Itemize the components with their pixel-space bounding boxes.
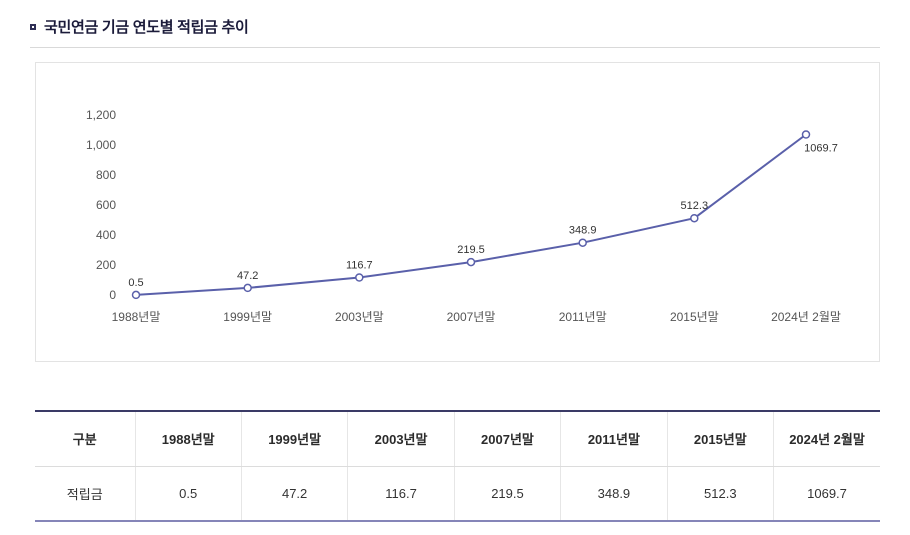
y-axis-tick-label: 400: [96, 228, 116, 242]
data-point-label: 1069.7: [804, 143, 838, 155]
data-point: [355, 273, 364, 282]
data-point: [690, 213, 699, 223]
data-point: [131, 290, 141, 300]
summary-table: 구분 1988년말 1999년말 2003년말 2007년말 2011년말 20…: [35, 410, 880, 522]
table-header-row: 구분 1988년말 1999년말 2003년말 2007년말 2011년말 20…: [35, 411, 880, 467]
table-row-label: 적립금: [66, 486, 103, 502]
page-header: 국민연금 기금 연도별 적립금 추이: [0, 0, 910, 48]
x-axis-category-label: 2007년말: [447, 310, 496, 324]
header-divider: [30, 47, 880, 48]
table-cell: 47.2: [240, 466, 348, 521]
table-cell: 512.3: [666, 466, 774, 521]
x-axis-category-label: 2024년 2월말: [771, 310, 841, 324]
y-axis-tick-label: 1,200: [86, 108, 116, 122]
data-point: [466, 257, 476, 267]
chart-panel: 0 200 400 600 800 1,000 1,200 1988년말 1999년말 2003년…: [35, 62, 880, 362]
data-point-label: 512.3: [681, 200, 709, 212]
x-axis-category-label: 1988년말: [112, 310, 161, 324]
table-cell: 0.5: [134, 466, 242, 521]
x-axis-category-label: 2011년말: [559, 310, 607, 324]
table-header-cell: 2011년말: [560, 411, 668, 467]
data-point: [578, 238, 587, 247]
page-title: 국민연금 기금 연도별 적립금 추이: [44, 19, 249, 36]
data-point-label: 116.7: [346, 260, 373, 272]
table-header-cell: 2015년말: [666, 411, 774, 467]
data-point-label: 0.5: [128, 277, 143, 289]
y-axis-tick-label: 600: [96, 198, 116, 212]
y-axis-tick-label: 0: [109, 288, 116, 302]
y-axis-tick-label: 800: [96, 168, 116, 182]
table-header-cell: 2003년말: [347, 411, 455, 467]
y-axis-tick-label: 1,000: [86, 138, 116, 152]
summary-table-wrap: 구분 1988년말 1999년말 2003년말 2007년말 2011년말 20…: [35, 410, 880, 522]
table-header-cell: 2007년말: [453, 411, 561, 467]
data-point: [243, 283, 252, 293]
x-axis-category-label: 1999년말: [223, 310, 272, 324]
table-cell: 348.9: [560, 466, 668, 521]
data-point-label: 348.9: [569, 225, 597, 237]
table-row: 적립금 0.5 47.2 116.7 219.5 348.9 512.3 106…: [35, 466, 880, 521]
x-axis-category-label: 2015년말: [670, 310, 719, 324]
table-cell: 219.5: [453, 466, 561, 521]
x-axis-category-label: 2003년말: [335, 310, 384, 324]
y-axis-tick-label: 200: [96, 258, 116, 272]
line-chart: 0 200 400 600 800 1,000 1,200 1988년말 1999년말 2003년…: [86, 108, 841, 324]
table-header-cell: 2024년 2월말: [773, 411, 880, 467]
table-header-cell: 1999년말: [240, 411, 348, 467]
table-cell: 1069.7: [773, 466, 880, 521]
table-header-cell: 1988년말: [134, 411, 242, 467]
table-cell: 116.7: [347, 466, 455, 521]
table-header-cell: 구분: [35, 411, 135, 467]
data-point: [801, 130, 811, 139]
data-point-label: 219.5: [457, 244, 485, 256]
square-bullet-icon: [30, 23, 36, 30]
data-point-label: 47.2: [237, 270, 258, 282]
